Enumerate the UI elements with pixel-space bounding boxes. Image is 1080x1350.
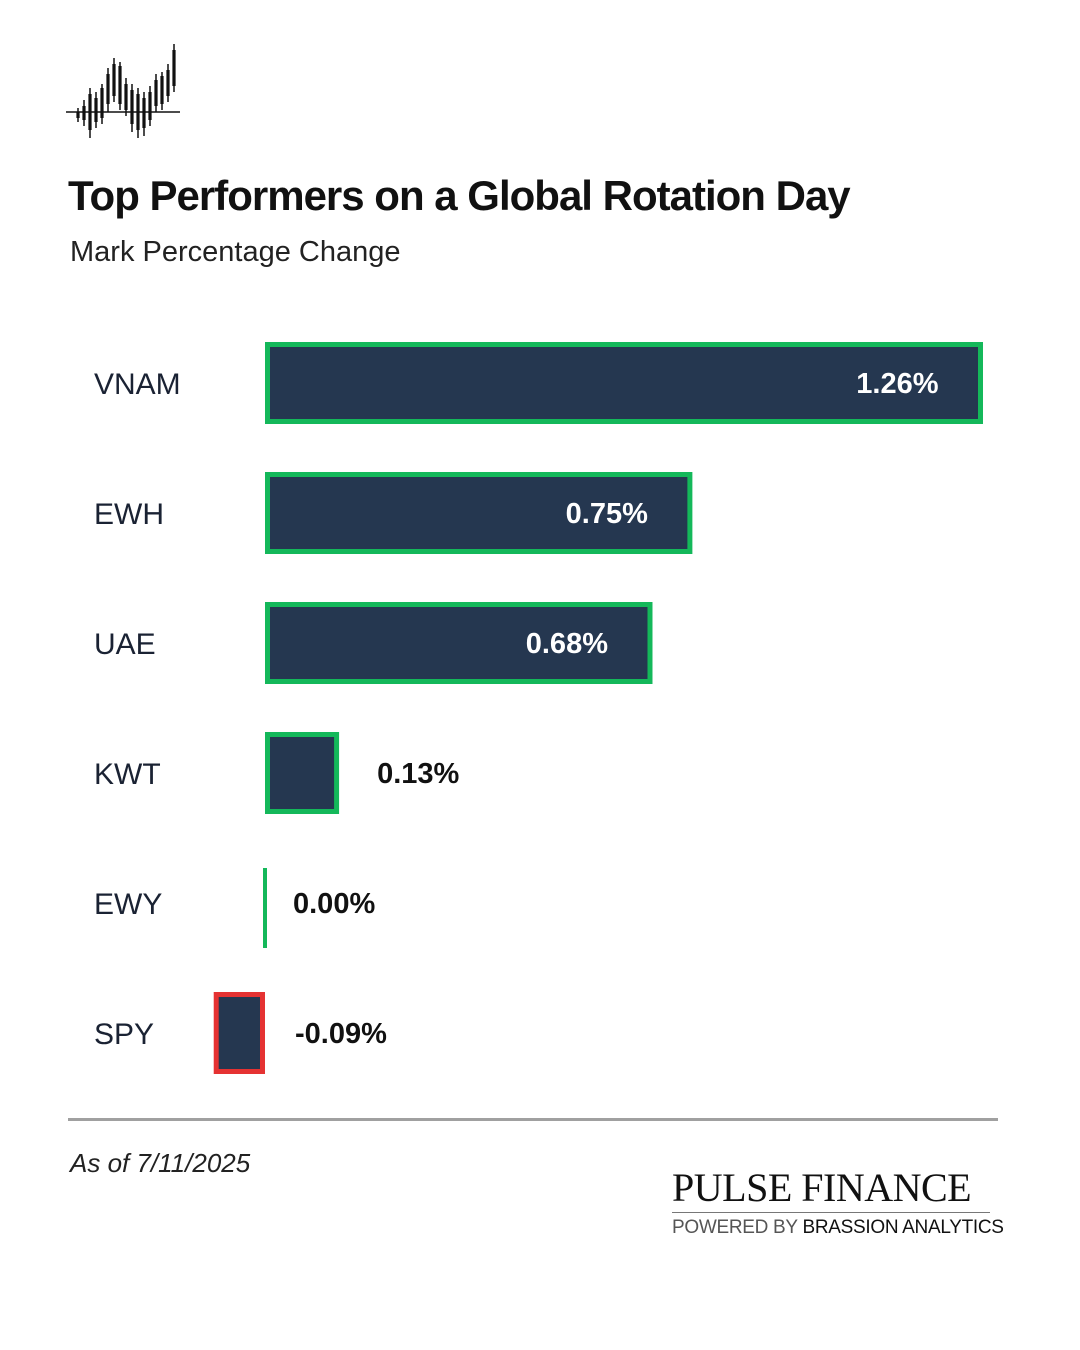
category-label: UAE bbox=[94, 628, 156, 661]
candlestick-body bbox=[112, 64, 116, 96]
brand-name: PULSE FINANCE bbox=[672, 1166, 990, 1213]
candlestick-body bbox=[94, 98, 98, 122]
brand-logo: PULSE FINANCE POWERED BY BRASSION ANALYT… bbox=[672, 1166, 1004, 1239]
candlestick-body bbox=[88, 94, 92, 130]
candlestick-body bbox=[166, 70, 170, 96]
bar bbox=[265, 472, 693, 554]
data-label: 1.26% bbox=[856, 368, 938, 400]
as-of-date: As of 7/11/2025 bbox=[70, 1148, 251, 1178]
candlestick-body bbox=[148, 92, 152, 120]
category-label: EWH bbox=[94, 498, 164, 531]
category-label: SPY bbox=[94, 1018, 154, 1051]
data-label: 0.00% bbox=[293, 888, 375, 920]
candlestick-body bbox=[154, 80, 158, 106]
candlestick-body bbox=[124, 84, 128, 110]
bar bbox=[213, 992, 265, 1074]
footer-divider bbox=[68, 1118, 998, 1121]
candlestick-body bbox=[136, 94, 140, 130]
bar bbox=[265, 602, 653, 684]
data-label: -0.09% bbox=[295, 1018, 387, 1050]
data-label: 0.13% bbox=[377, 758, 459, 790]
brand-tagline: POWERED BY BRASSION ANALYTICS bbox=[672, 1217, 1004, 1239]
bar-chart: VNAM 1.26% EWH 0.75% UAE 0.68% KWT 0.13% EWY 0.00… bbox=[94, 342, 983, 1074]
category-label: KWT bbox=[94, 758, 161, 791]
chart-title: Top Performers on a Global Rotation Day bbox=[68, 172, 851, 219]
chart-subtitle: Mark Percentage Change bbox=[70, 236, 401, 268]
candlestick-body bbox=[118, 66, 122, 104]
bar bbox=[265, 342, 983, 424]
candlestick-body bbox=[160, 76, 164, 104]
candlestick-body bbox=[100, 88, 104, 118]
bar bbox=[265, 732, 340, 814]
candlestick-body bbox=[172, 50, 176, 86]
data-label: 0.75% bbox=[566, 498, 648, 530]
category-label: EWY bbox=[94, 888, 162, 921]
candlestick-body bbox=[130, 90, 134, 124]
category-label: VNAM bbox=[94, 368, 181, 401]
brand-company: BRASSION ANALYTICS bbox=[802, 1217, 1004, 1238]
candlestick-body bbox=[76, 112, 80, 118]
brand-powered-by: POWERED BY bbox=[672, 1217, 798, 1238]
candlestick-body bbox=[82, 106, 86, 120]
candlestick-body bbox=[142, 98, 146, 128]
candlestick-chart-icon bbox=[66, 44, 180, 138]
candlestick-body bbox=[106, 74, 110, 104]
data-label: 0.68% bbox=[526, 628, 608, 660]
